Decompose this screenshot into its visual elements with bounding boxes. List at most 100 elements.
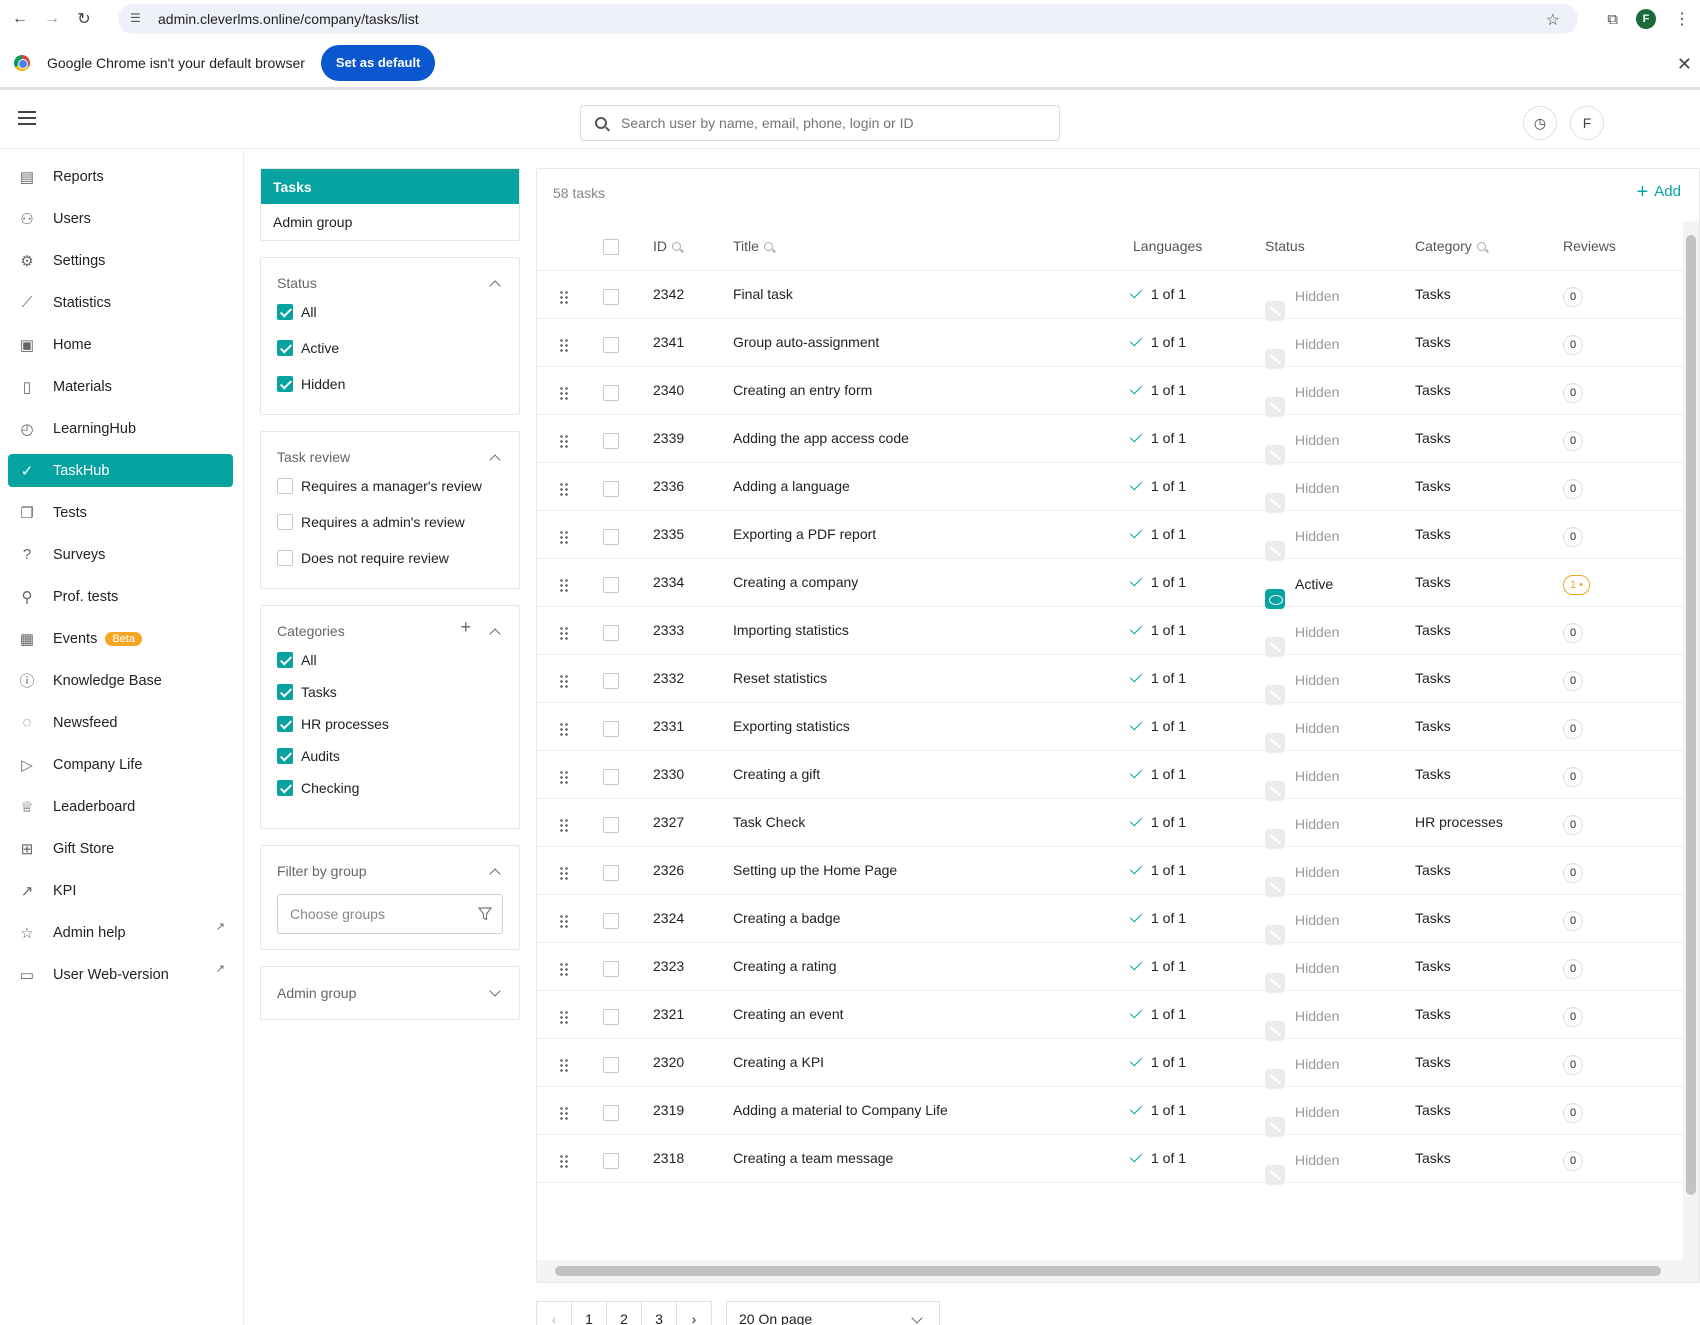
task-title[interactable]: Adding the app access code [733, 430, 909, 446]
reviews-count[interactable]: 0 [1563, 1103, 1584, 1123]
row-checkbox[interactable] [603, 1057, 619, 1073]
checkbox[interactable] [277, 514, 293, 530]
table-row[interactable]: 2320 Creating a KPI 1 of 1 Hidden Tasks 0 [537, 1039, 1683, 1089]
status-active-checkbox[interactable]: Active [277, 340, 339, 356]
sidebar-item-user-web-version[interactable]: ▭ User Web-version ↗ [19, 963, 225, 984]
tab-tasks[interactable]: Tasks [261, 169, 519, 204]
sidebar-item-newsfeed[interactable]: ◌ Newsfeed [8, 706, 233, 739]
table-row[interactable]: 2324 Creating a badge 1 of 1 Hidden Tasks 0 [537, 895, 1683, 945]
table-row[interactable]: 2318 Creating a team message 1 of 1 Hidden T… [537, 1135, 1683, 1185]
status-badge[interactable]: Hidden [1265, 1054, 1339, 1089]
row-checkbox[interactable] [603, 481, 619, 497]
task-title[interactable]: Task Check [733, 814, 806, 830]
search-icon[interactable] [1476, 241, 1486, 251]
status-badge[interactable]: Hidden [1265, 622, 1339, 657]
admin-group-filter[interactable]: Admin group [260, 966, 520, 1020]
chevron-up-icon[interactable] [489, 628, 501, 640]
column-id[interactable]: ID [653, 238, 681, 254]
vertical-scrollbar[interactable] [1683, 221, 1699, 1261]
reviews-count[interactable]: 0 [1563, 1151, 1584, 1171]
task-title[interactable]: Exporting statistics [733, 718, 850, 734]
review-admin-checkbox[interactable]: Requires a admin's review [277, 514, 465, 530]
checkbox[interactable] [277, 304, 293, 320]
drag-handle-icon[interactable] [559, 482, 569, 496]
sidebar-item-kpi[interactable]: ↗ KPI [8, 874, 233, 907]
back-arrow-icon[interactable]: ← [12, 10, 28, 27]
close-icon[interactable]: ✕ [1676, 54, 1692, 74]
search-icon[interactable] [672, 241, 681, 251]
row-checkbox[interactable] [603, 577, 619, 593]
next-page-button[interactable]: › [676, 1301, 712, 1325]
category-hr-checkbox[interactable]: HR processes [277, 716, 389, 732]
table-row[interactable]: 2340 Creating an entry form 1 of 1 Hidden Ta… [537, 367, 1683, 417]
drag-handle-icon[interactable] [559, 914, 569, 928]
url-text[interactable]: admin.cleverlms.online/company/tasks/lis… [158, 11, 419, 27]
sidebar-item-gift-store[interactable]: ⊞ Gift Store [8, 832, 233, 865]
status-badge[interactable]: Active [1265, 574, 1333, 609]
status-badge[interactable]: Hidden [1265, 766, 1339, 801]
task-title[interactable]: Creating an event [733, 1006, 844, 1022]
funnel-icon[interactable] [478, 907, 492, 921]
sidebar-item-leaderboard[interactable]: ♕ Leaderboard [8, 790, 233, 823]
task-title[interactable]: Creating an entry form [733, 382, 873, 398]
reviews-count[interactable]: 0 [1563, 431, 1584, 451]
site-settings-icon[interactable]: ☰ [130, 11, 141, 25]
drag-handle-icon[interactable] [559, 530, 569, 544]
table-row[interactable]: 2335 Exporting a PDF report 1 of 1 Hidden Ta… [537, 511, 1683, 561]
sidebar-item-users[interactable]: ⚇ Users [8, 202, 233, 235]
checkbox[interactable] [277, 748, 293, 764]
task-title[interactable]: Creating a badge [733, 910, 841, 926]
drag-handle-icon[interactable] [559, 290, 569, 304]
set-as-default-button[interactable]: Set as default [320, 44, 436, 81]
sidebar-item-events[interactable]: ▦ Events Beta [8, 622, 233, 655]
category-audits-checkbox[interactable]: Audits [277, 748, 340, 764]
checkbox[interactable] [277, 780, 293, 796]
reload-icon[interactable]: ↻ [77, 11, 91, 28]
reviews-count[interactable]: 0 [1563, 623, 1584, 643]
row-checkbox[interactable] [603, 721, 619, 737]
add-task-button[interactable]: + Add [1636, 180, 1681, 203]
row-checkbox[interactable] [603, 529, 619, 545]
task-title[interactable]: Creating a company [733, 574, 859, 590]
sidebar-item-knowledge-base[interactable]: ⓘ Knowledge Base [19, 672, 162, 691]
table-row[interactable]: 2330 Creating a gift 1 of 1 Hidden Tasks 0 [537, 751, 1683, 801]
row-checkbox[interactable] [603, 961, 619, 977]
row-checkbox[interactable] [603, 1153, 619, 1169]
chevron-up-icon[interactable] [489, 280, 501, 292]
row-checkbox[interactable] [603, 1105, 619, 1121]
drag-handle-icon[interactable] [559, 578, 569, 592]
choose-groups-input[interactable]: Choose groups [277, 894, 503, 934]
search-icon[interactable] [763, 241, 773, 251]
drag-handle-icon[interactable] [559, 626, 569, 640]
sidebar-item-prof-tests[interactable]: ⚲ Prof. tests [8, 580, 233, 613]
drag-handle-icon[interactable] [559, 434, 569, 448]
reviews-count[interactable]: 0 [1563, 911, 1584, 931]
row-checkbox[interactable] [603, 337, 619, 353]
table-row[interactable]: 2331 Exporting statistics 1 of 1 Hidden Task… [537, 703, 1683, 753]
reviews-count[interactable]: 0 [1563, 863, 1584, 883]
table-row[interactable]: 2341 Group auto-assignment 1 of 1 Hidden Tas… [537, 319, 1683, 369]
table-row[interactable]: 2333 Importing statistics 1 of 1 Hidden Task… [537, 607, 1683, 657]
reviews-count[interactable]: 0 [1563, 719, 1584, 739]
horizontal-scrollbar[interactable] [537, 1260, 1699, 1282]
sidebar-item-tests[interactable]: ❐ Tests [8, 496, 233, 529]
task-title[interactable]: Group auto-assignment [733, 334, 880, 350]
sidebar-item-company-life[interactable]: ▷ Company Life [8, 748, 233, 781]
reviews-count[interactable]: 0 [1563, 335, 1584, 355]
drag-handle-icon[interactable] [559, 818, 569, 832]
drag-handle-icon[interactable] [559, 866, 569, 880]
drag-handle-icon[interactable] [559, 1154, 569, 1168]
table-row[interactable]: 2342 Final task 1 of 1 Hidden Tasks 0 [537, 271, 1683, 321]
page-2-button[interactable]: 2 [606, 1301, 642, 1325]
status-badge[interactable]: Hidden [1265, 958, 1339, 993]
checkbox[interactable] [277, 340, 293, 356]
drag-handle-icon[interactable] [559, 674, 569, 688]
column-category[interactable]: Category [1415, 238, 1486, 254]
category-checking-checkbox[interactable]: Checking [277, 780, 359, 796]
task-title[interactable]: Creating a team message [733, 1150, 894, 1166]
table-row[interactable]: 2326 Setting up the Home Page 1 of 1 Hidden… [537, 847, 1683, 897]
status-all-checkbox[interactable]: All [277, 304, 317, 320]
task-title[interactable]: Setting up the Home Page [733, 862, 898, 878]
table-row[interactable]: 2339 Adding the app access code 1 of 1 Hidd… [537, 415, 1683, 465]
task-title[interactable]: Reset statistics [733, 670, 828, 686]
